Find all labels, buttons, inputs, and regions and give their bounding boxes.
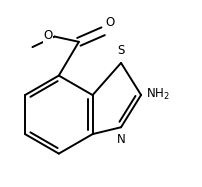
Text: NH$_2$: NH$_2$ <box>146 87 170 102</box>
Text: O: O <box>105 16 115 29</box>
Text: N: N <box>117 133 125 145</box>
Text: S: S <box>117 44 125 57</box>
Text: O: O <box>43 29 53 42</box>
